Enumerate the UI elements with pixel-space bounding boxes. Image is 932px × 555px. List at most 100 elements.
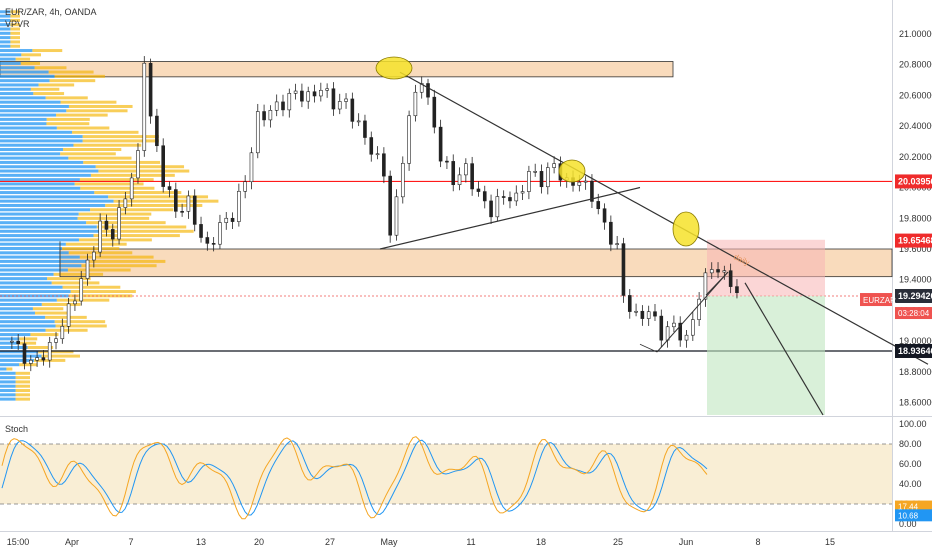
volume-profile-bar-sell — [10, 27, 20, 31]
volume-profile-bar-sell — [77, 216, 150, 220]
volume-profile-bar-sell — [83, 160, 161, 164]
candle-body — [85, 259, 90, 279]
price-axis-label: 18.80000 — [899, 367, 932, 377]
time-axis-label: 11 — [466, 537, 475, 547]
price-label-box — [895, 174, 932, 189]
candle-body — [10, 340, 14, 343]
candle-body — [174, 189, 178, 212]
volume-profile-bar-buy — [0, 345, 28, 349]
volume-profile-bar-sell — [80, 186, 155, 190]
volume-profile-bar-sell — [48, 70, 94, 74]
volume-profile-bar-sell — [54, 320, 106, 324]
candle-body — [155, 115, 159, 147]
candle-body — [539, 171, 544, 188]
volume-profile-bar-sell — [34, 66, 67, 70]
candle-body — [583, 180, 588, 183]
volume-profile-bar-buy — [0, 195, 109, 199]
volume-profile-bar-sell — [73, 143, 142, 147]
volume-profile-bar-buy — [0, 277, 48, 281]
volume-profile-bar-buy — [0, 259, 86, 263]
candle-body — [167, 186, 172, 190]
volume-profile-bar-sell — [62, 247, 120, 250]
volume-profile-bar-buy — [0, 341, 19, 345]
volume-profile-bar-sell — [21, 53, 42, 57]
candle-body — [73, 300, 77, 305]
volume-profile-bar-buy — [0, 148, 64, 152]
price-label-text: 18.93646 — [898, 346, 932, 356]
volume-profile-bar-buy — [0, 186, 81, 190]
price-label-box — [895, 233, 932, 248]
volume-profile-bar-buy — [0, 40, 11, 44]
volume-profile-bar-sell — [96, 225, 187, 229]
volume-profile-bar-sell — [60, 100, 117, 104]
candle-body — [205, 237, 210, 244]
volume-profile-bar-sell — [56, 126, 110, 130]
candle-body — [388, 175, 392, 236]
candle-body — [243, 181, 247, 192]
candle-body — [356, 120, 361, 123]
volume-profile-bar-buy — [0, 100, 61, 104]
volume-profile-bar-buy — [0, 79, 50, 83]
volume-profile-bar-sell — [100, 229, 194, 233]
price-axis-label: 21.00000 — [899, 29, 932, 39]
candle-body — [268, 110, 273, 121]
candle-body — [407, 115, 411, 164]
candle-body — [123, 198, 128, 208]
volume-profile-bar-buy — [0, 268, 68, 272]
candle-body — [552, 163, 556, 168]
countdown-box — [895, 307, 932, 320]
volume-profile-bar-sell — [15, 397, 30, 401]
candle-body — [237, 190, 241, 222]
volume-profile-bar-buy — [0, 242, 66, 246]
volume-profile-bar-buy — [0, 165, 96, 169]
volume-profile-bar-buy — [0, 135, 83, 139]
volume-profile-bar-buy — [0, 96, 46, 100]
volume-profile-bar-sell — [32, 49, 63, 53]
candle-body — [186, 195, 191, 212]
price-axis-label: 18.60000 — [899, 398, 932, 408]
candle-body — [192, 195, 197, 225]
candle-body — [136, 150, 140, 179]
candle-body — [464, 163, 468, 176]
volume-profile-bar-sell — [10, 44, 20, 48]
candle-body — [482, 191, 487, 202]
volume-profile-bar-sell — [45, 96, 88, 100]
volume-profile-bar-sell — [49, 79, 96, 83]
volume-profile-bar-buy — [0, 315, 46, 319]
candle-body — [716, 269, 720, 273]
volume-profile-bar-sell — [66, 109, 128, 113]
volume-profile-bar-sell — [93, 234, 180, 238]
volume-profile-bar-sell — [27, 345, 54, 349]
volume-profile-bar-sell — [10, 36, 20, 40]
volume-profile-bar-sell — [113, 199, 219, 203]
volume-profile-bar-buy — [0, 367, 7, 371]
candle-body — [224, 217, 229, 223]
volume-profile-bar-sell — [47, 277, 91, 281]
candle-body — [230, 217, 235, 222]
projection-arrow-line — [705, 271, 729, 296]
candle-body — [161, 145, 165, 187]
volume-profile-bar-buy — [0, 281, 52, 285]
volume-profile-bar-sell — [55, 324, 107, 328]
volume-profile-bar-buy — [0, 393, 16, 397]
volume-profile-bar-buy — [0, 251, 69, 255]
volume-profile-bar-sell — [46, 122, 90, 126]
candle-body — [508, 197, 512, 202]
volume-profile-bar-buy — [0, 44, 11, 48]
price-axis-label: 19.40000 — [899, 275, 932, 285]
volume-profile-bar-sell — [19, 337, 38, 341]
highlight-ellipse — [558, 159, 586, 183]
candle-body — [255, 111, 260, 154]
candle-body — [281, 101, 285, 111]
candle-body — [646, 311, 651, 319]
volume-profile-bar-buy — [0, 173, 91, 177]
volume-profile-bar-sell — [70, 290, 136, 294]
volume-profile-bar-buy — [0, 337, 20, 341]
highlight-ellipse — [375, 56, 413, 80]
volume-profile-bar-sell — [15, 384, 30, 388]
candle-body — [735, 286, 739, 294]
volume-profile-bar-buy — [0, 104, 69, 108]
volume-profile-bar-buy — [0, 61, 21, 65]
